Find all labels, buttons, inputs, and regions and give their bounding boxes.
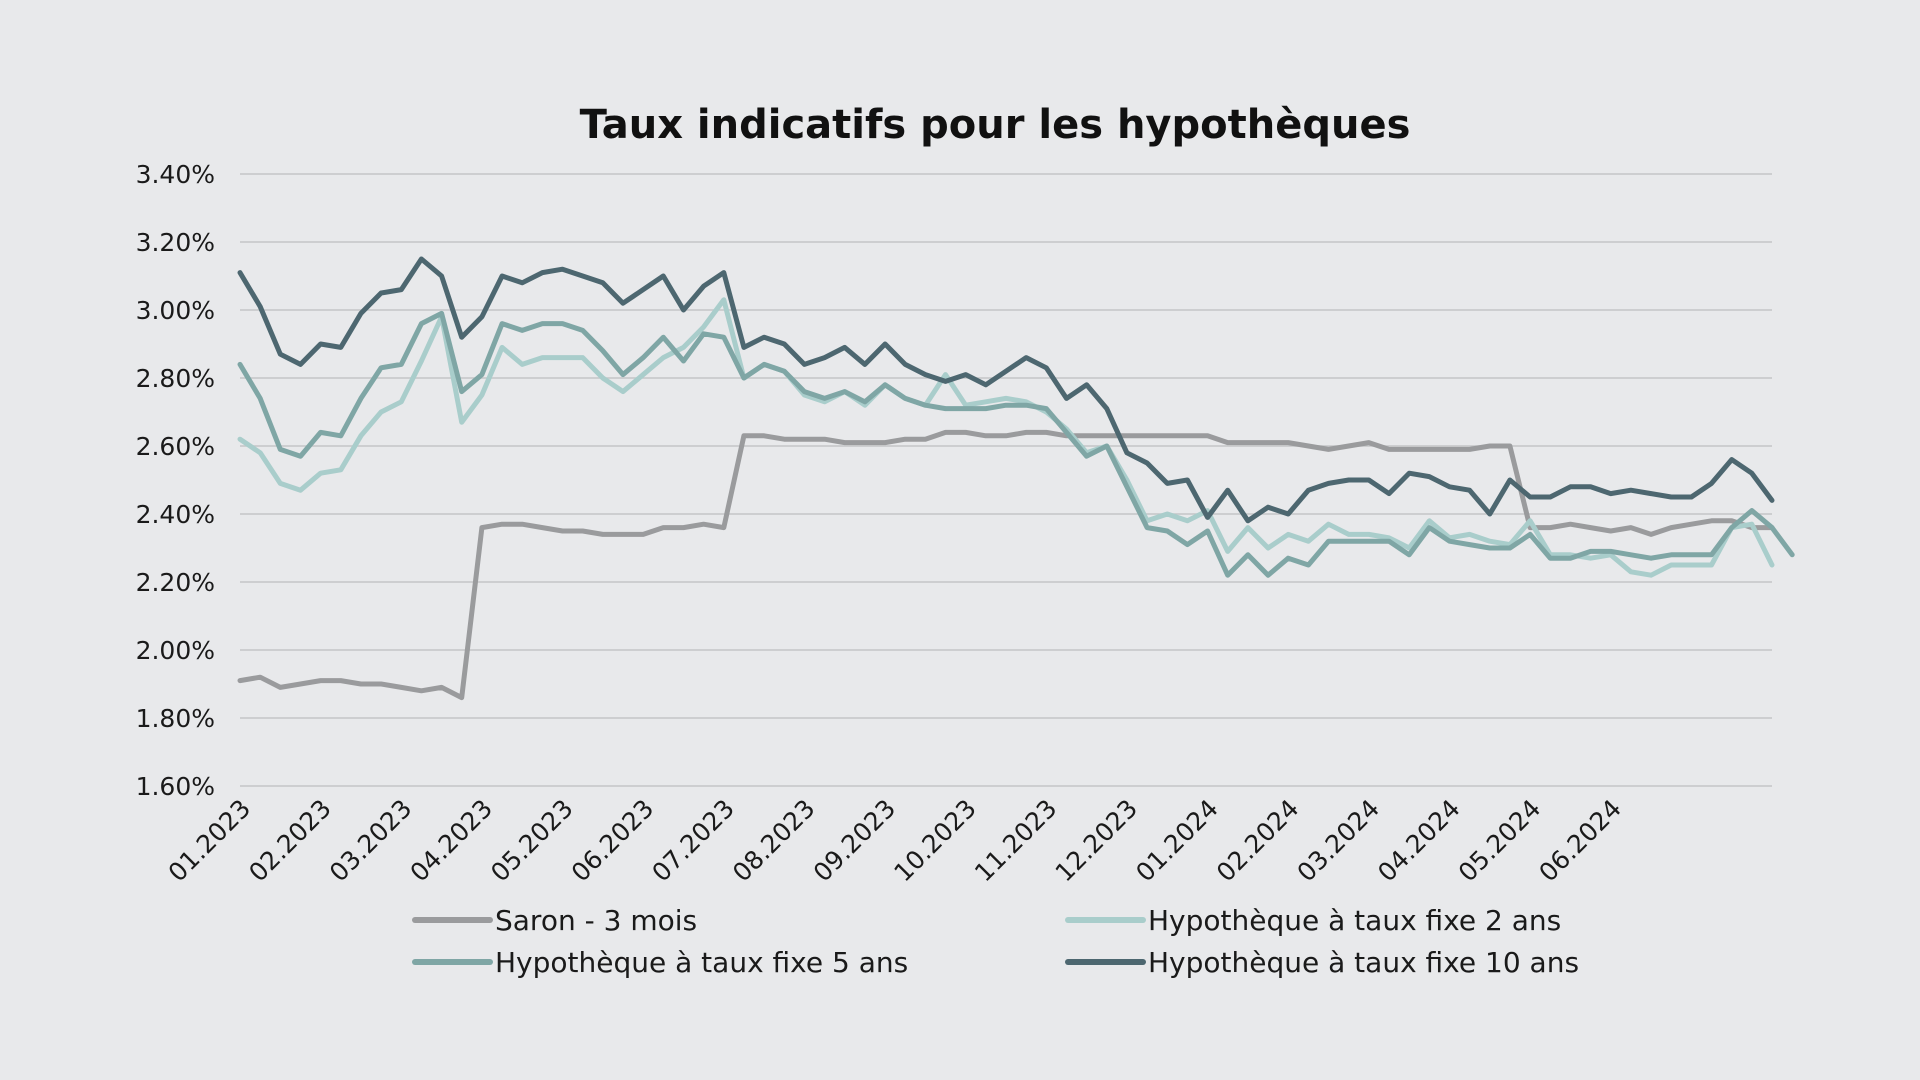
x-tick-label: 03.2024 (1291, 794, 1385, 888)
y-tick-label: 3.20% (136, 228, 215, 257)
legend-label: Hypothèque à taux fixe 2 ans (1148, 904, 1561, 937)
y-tick-label: 1.60% (136, 772, 215, 801)
y-tick-label: 3.00% (136, 296, 215, 325)
legend-label: Hypothèque à taux fixe 10 ans (1148, 946, 1579, 979)
x-tick-label: 10.2023 (888, 794, 982, 888)
series-line-3 (237, 310, 1795, 578)
y-tick-label: 1.80% (136, 704, 215, 733)
x-tick-label: 03.2023 (324, 794, 418, 888)
x-tick-label: 07.2023 (646, 794, 740, 888)
x-axis-ticks: 01.202302.202303.202304.202305.202306.20… (163, 794, 1627, 888)
y-axis-ticks: 1.60% 1.80% 2.00% 2.20% 2.40% 2.60% 2.80% 3.00%… (136, 160, 215, 801)
x-tick-label: 05.2024 (1453, 794, 1547, 888)
chart-title: Taux indicatifs pour les hypothèques (580, 102, 1411, 148)
x-tick-label: 01.2023 (163, 794, 257, 888)
y-tick-label: 3.40% (136, 160, 215, 189)
y-tick-label: 2.60% (136, 432, 215, 461)
x-tick-label: 12.2023 (1050, 794, 1144, 888)
x-tick-label: 04.2023 (405, 794, 499, 888)
series-line-2 (237, 297, 1775, 578)
y-tick-label: 2.20% (136, 568, 215, 597)
x-tick-label: 06.2023 (566, 794, 660, 888)
legend-label: Saron - 3 mois (495, 904, 697, 937)
x-tick-label: 09.2023 (808, 794, 902, 888)
series-line-4 (237, 256, 1775, 524)
y-tick-label: 2.80% (136, 364, 215, 393)
x-tick-label: 02.2024 (1211, 794, 1305, 888)
x-tick-label: 11.2023 (969, 794, 1063, 888)
series-line-1 (237, 429, 1775, 701)
y-tick-label: 2.00% (136, 636, 215, 665)
grid (240, 173, 1772, 787)
legend-label: Hypothèque à taux fixe 5 ans (495, 946, 908, 979)
legend: Saron - 3 mois Hypothèque à taux fixe 2 a… (412, 904, 1579, 979)
series-lines (237, 256, 1795, 701)
x-tick-label: 01.2024 (1130, 794, 1224, 888)
x-tick-label: 04.2024 (1372, 794, 1466, 888)
x-tick-label: 06.2024 (1533, 794, 1627, 888)
x-tick-label: 05.2023 (485, 794, 579, 888)
x-tick-label: 08.2023 (727, 794, 821, 888)
y-tick-label: 2.40% (136, 500, 215, 529)
x-tick-label: 02.2023 (243, 794, 337, 888)
